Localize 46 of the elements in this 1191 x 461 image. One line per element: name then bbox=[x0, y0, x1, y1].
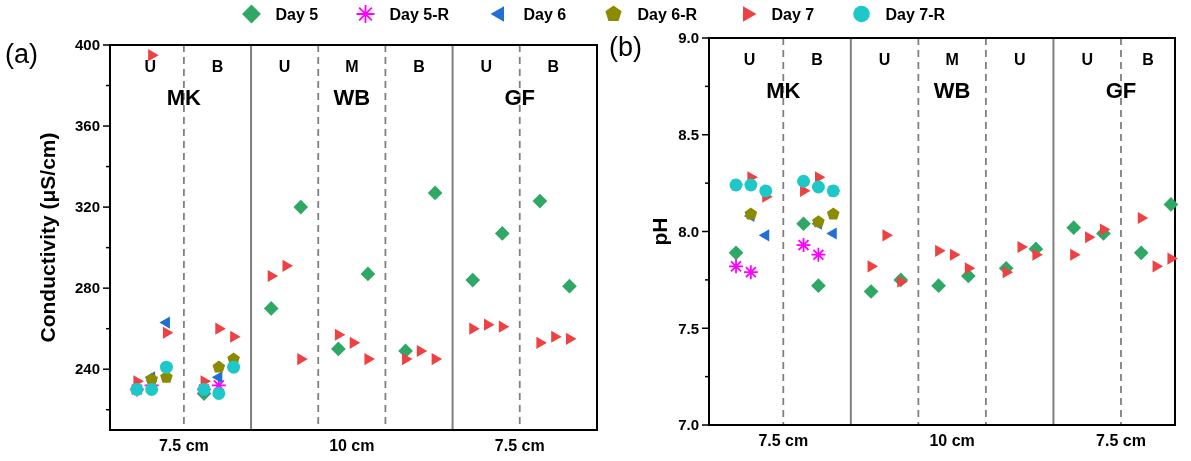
y-tick-label: 8.5 bbox=[678, 126, 699, 143]
x-tick-label: B bbox=[811, 50, 823, 68]
annotation: GF bbox=[1105, 77, 1137, 103]
x-tick-label: U bbox=[278, 57, 291, 75]
y-axis-title: pH bbox=[648, 217, 671, 246]
x-tick-label: M bbox=[945, 50, 959, 68]
legend-label: Day 7-R bbox=[885, 5, 946, 23]
y-tick-label: 8.0 bbox=[678, 222, 699, 240]
x-tick-label: U bbox=[878, 50, 891, 68]
legend-label: Day 6-R bbox=[637, 5, 698, 23]
x-tick-label: U bbox=[480, 57, 492, 75]
text: 10 cm bbox=[329, 436, 375, 454]
x-tick-label: U bbox=[1013, 50, 1026, 68]
y-tick-label: 320 bbox=[74, 198, 100, 216]
x-tick-label: U bbox=[743, 50, 756, 68]
annotation: WB bbox=[933, 77, 971, 103]
y-tick-label: 7.0 bbox=[678, 416, 699, 434]
x-tick-label: M bbox=[345, 57, 359, 75]
legend-label: Day 7 bbox=[771, 5, 815, 23]
text: 10 cm bbox=[929, 431, 975, 449]
text: 7.5 cm bbox=[494, 436, 545, 454]
y-axis-title: Conductivity (μS/cm) bbox=[36, 132, 59, 343]
y-tick-label: 280 bbox=[74, 279, 100, 297]
legend-label: Day 5-R bbox=[389, 5, 450, 23]
annotation: WB bbox=[333, 84, 371, 110]
x-tick-label: U bbox=[144, 57, 157, 75]
x-tick-label: B bbox=[413, 57, 425, 75]
x-tick-label: B bbox=[547, 57, 560, 75]
x-tick-label: B bbox=[1142, 50, 1154, 68]
annotation: GF bbox=[504, 84, 536, 110]
annotation: MK bbox=[166, 84, 202, 110]
legend-label: Day 6 bbox=[523, 5, 567, 23]
chart-title: (a) bbox=[5, 39, 38, 69]
text: 7.5 cm bbox=[158, 436, 209, 454]
x-tick-label: U bbox=[1081, 50, 1093, 68]
x-tick-label: B bbox=[211, 57, 224, 75]
text: 7.5 cm bbox=[1096, 431, 1146, 449]
y-tick-label: 9.0 bbox=[678, 29, 699, 47]
annotation: MK bbox=[766, 77, 801, 103]
y-tick-label: 240 bbox=[74, 360, 100, 378]
chart-title: (b) bbox=[609, 32, 642, 62]
y-tick-label: 400 bbox=[74, 36, 100, 54]
legend-label: Day 5 bbox=[275, 5, 319, 23]
y-tick-label: 7.5 bbox=[678, 319, 699, 337]
text: 7.5 cm bbox=[758, 431, 809, 449]
y-tick-label: 360 bbox=[74, 117, 100, 135]
